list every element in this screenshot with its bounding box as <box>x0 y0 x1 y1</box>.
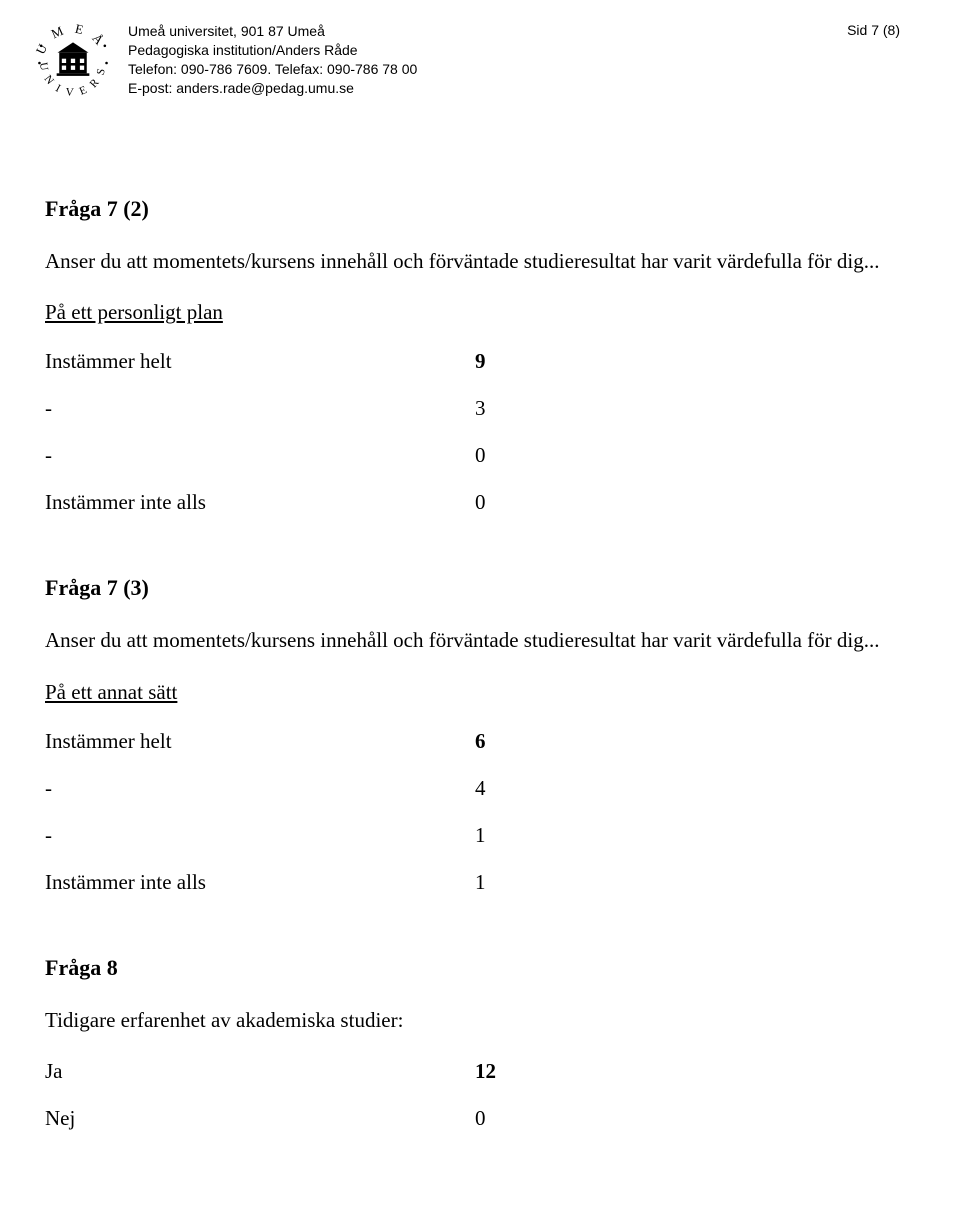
header-line-3: Telefon: 090-786 7609. Telefax: 090-786 … <box>128 60 847 79</box>
result-value: 0 <box>475 1106 486 1131</box>
question-body: Anser du att momentets/kursens innehåll … <box>45 246 900 276</box>
page-number: Sid 7 (8) <box>847 20 900 38</box>
result-row: Instämmer inte alls1 <box>45 870 900 895</box>
result-row: -3 <box>45 396 900 421</box>
result-value: 3 <box>475 396 486 421</box>
result-list: Instämmer helt9-3-0Instämmer inte alls0 <box>45 349 900 515</box>
result-label: - <box>45 823 475 848</box>
result-value: 4 <box>475 776 486 801</box>
result-label: Nej <box>45 1106 475 1131</box>
result-row: Ja12 <box>45 1059 900 1084</box>
result-row: Instämmer helt9 <box>45 349 900 374</box>
result-label: - <box>45 396 475 421</box>
header-info: Umeå universitet, 901 87 Umeå Pedagogisk… <box>128 20 847 98</box>
result-row: Nej0 <box>45 1106 900 1131</box>
result-label: Ja <box>45 1059 475 1084</box>
result-value: 0 <box>475 443 486 468</box>
result-list: Instämmer helt6-4-1Instämmer inte alls1 <box>45 729 900 895</box>
result-label: Instämmer helt <box>45 729 475 754</box>
page-header: U M E Å U N I V E R S I T E T Umeå unive… <box>30 20 900 106</box>
question-title: Fråga 7 (3) <box>45 575 900 601</box>
result-value: 1 <box>475 823 486 848</box>
result-label: Instämmer helt <box>45 349 475 374</box>
result-value: 9 <box>475 349 486 374</box>
question-title: Fråga 7 (2) <box>45 196 900 222</box>
result-list: Ja12Nej0 <box>45 1059 900 1131</box>
result-row: Instämmer helt6 <box>45 729 900 754</box>
question-body: Tidigare erfarenhet av akademiska studie… <box>45 1005 900 1035</box>
result-label: Instämmer inte alls <box>45 870 475 895</box>
university-logo: U M E Å U N I V E R S I T E T <box>30 20 116 106</box>
question-subheading: På ett annat sätt <box>45 680 900 705</box>
result-label: Instämmer inte alls <box>45 490 475 515</box>
question-subheading: På ett personligt plan <box>45 300 900 325</box>
result-row: -1 <box>45 823 900 848</box>
result-value: 0 <box>475 490 486 515</box>
result-value: 6 <box>475 729 486 754</box>
header-line-2: Pedagogiska institution/Anders Råde <box>128 41 847 60</box>
page-content: Fråga 7 (2) Anser du att momentets/kurse… <box>30 196 900 1131</box>
result-value: 12 <box>475 1059 496 1084</box>
question-8: Fråga 8 Tidigare erfarenhet av akademisk… <box>45 955 900 1131</box>
result-label: - <box>45 443 475 468</box>
question-7-2: Fråga 7 (2) Anser du att momentets/kurse… <box>45 196 900 515</box>
result-row: Instämmer inte alls0 <box>45 490 900 515</box>
header-line-4: E-post: anders.rade@pedag.umu.se <box>128 79 847 98</box>
question-body: Anser du att momentets/kursens innehåll … <box>45 625 900 655</box>
question-7-3: Fråga 7 (3) Anser du att momentets/kurse… <box>45 575 900 894</box>
result-row: -4 <box>45 776 900 801</box>
result-row: -0 <box>45 443 900 468</box>
question-title: Fråga 8 <box>45 955 900 981</box>
result-label: - <box>45 776 475 801</box>
header-line-1: Umeå universitet, 901 87 Umeå <box>128 22 847 41</box>
result-value: 1 <box>475 870 486 895</box>
